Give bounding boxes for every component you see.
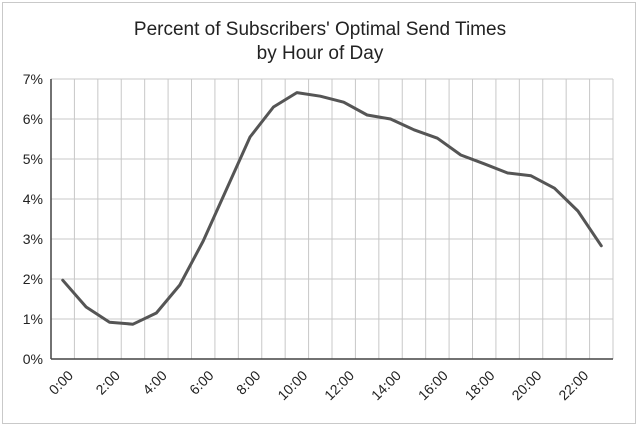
y-tick-label: 0% xyxy=(23,351,43,367)
x-tick-label: 22:00 xyxy=(555,367,591,403)
x-tick-label: 16:00 xyxy=(415,367,451,403)
x-tick-label: 0:00 xyxy=(46,367,77,398)
series-group xyxy=(61,91,603,326)
data-point xyxy=(61,279,64,282)
data-point xyxy=(319,95,322,97)
data-point xyxy=(155,312,158,314)
y-axis-ticks: 0% 1% 2% 3% 4% 5% 6% 7% xyxy=(23,71,43,367)
data-point xyxy=(413,129,415,131)
x-tick-label: 12:00 xyxy=(321,367,357,403)
x-axis-ticks: 0:00 2:00 4:00 6:00 8:00 10:00 12:00 14:00 16:00… xyxy=(46,367,592,403)
data-point xyxy=(108,321,111,324)
data-point xyxy=(132,323,134,326)
data-point xyxy=(366,114,368,116)
x-tick-label: 4:00 xyxy=(139,367,170,398)
series-line xyxy=(61,91,603,326)
x-tick-label: 2:00 xyxy=(92,367,123,398)
data-point xyxy=(459,154,462,156)
y-tick-label: 6% xyxy=(23,111,43,127)
data-point xyxy=(530,175,532,177)
chart-title-line-2: by Hour of Day xyxy=(256,43,384,64)
y-tick-label: 2% xyxy=(23,271,43,287)
y-tick-label: 4% xyxy=(23,191,43,207)
data-point xyxy=(483,163,486,165)
chart-title-line-1: Percent of Subscribers' Optimal Send Tim… xyxy=(133,19,507,40)
y-tick-label: 1% xyxy=(23,311,43,327)
chart-frame xyxy=(2,2,636,424)
x-tick-label: 10:00 xyxy=(274,367,310,403)
y-tick-label: 3% xyxy=(23,231,43,247)
x-tick-label: 20:00 xyxy=(508,367,544,403)
data-point xyxy=(577,210,579,212)
grid xyxy=(50,78,614,360)
data-point xyxy=(225,188,228,190)
y-tick-label: 7% xyxy=(23,71,43,87)
data-point xyxy=(249,136,251,138)
x-tick-label: 14:00 xyxy=(368,367,404,403)
data-point xyxy=(389,118,392,120)
y-tick-label: 5% xyxy=(23,151,43,167)
data-point xyxy=(202,240,205,242)
x-tick-label: 8:00 xyxy=(233,367,264,398)
data-point xyxy=(600,245,603,247)
data-point xyxy=(553,187,556,189)
data-point xyxy=(178,284,181,286)
data-point xyxy=(506,172,509,174)
data-point xyxy=(272,106,275,108)
data-point xyxy=(85,306,87,308)
data-point xyxy=(342,101,345,103)
data-point xyxy=(296,91,298,94)
data-point xyxy=(436,137,439,139)
x-tick-label: 18:00 xyxy=(462,367,498,403)
x-tick-label: 6:00 xyxy=(186,367,217,398)
